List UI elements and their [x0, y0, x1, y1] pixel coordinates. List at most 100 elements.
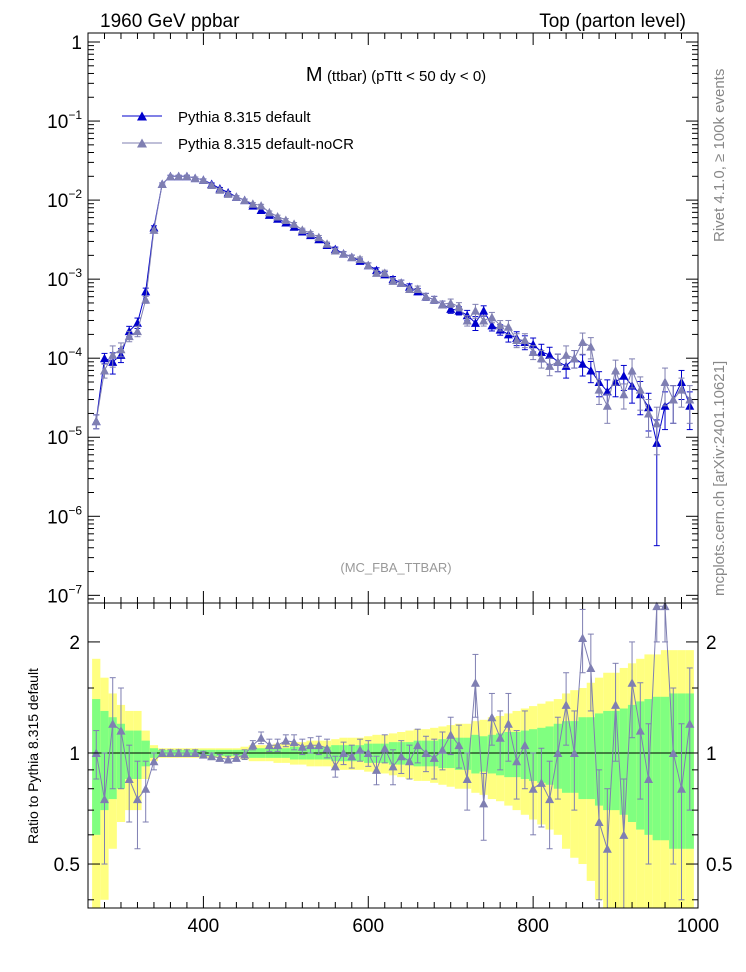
- nocr-series-point: [404, 284, 414, 294]
- nocr-series-point: [652, 418, 662, 428]
- default-series-point: [586, 365, 596, 375]
- x-tick-label: 600: [352, 916, 384, 937]
- ratio-point: [586, 663, 596, 672]
- default-series-point: [578, 359, 588, 368]
- legend: Pythia 8.315 default Pythia 8.315 defaul…: [122, 109, 354, 153]
- ratio-point: [652, 601, 662, 611]
- ratio-point: [157, 748, 167, 757]
- ratio-point: [165, 748, 175, 757]
- ratio-band-green: [660, 696, 670, 841]
- ratio-y-tick-label-right: 2: [706, 633, 717, 654]
- y-tick-label: 10−2: [47, 187, 82, 212]
- nocr-series-point: [223, 189, 233, 198]
- ratio-point: [190, 748, 200, 757]
- nocr-series-point: [174, 171, 184, 181]
- main-plot-title: M (ttbar) (pTtt < 50 dy < 0): [306, 64, 486, 86]
- nocr-series-point: [421, 292, 431, 301]
- ratio-point: [108, 719, 118, 728]
- nocr-series-point: [281, 215, 291, 225]
- ratio-point: [306, 740, 316, 750]
- ratio-y-tick-label: 0.5: [54, 855, 80, 876]
- ratio-band-green: [561, 721, 571, 793]
- nocr-series-point: [470, 306, 480, 315]
- ratio-point: [207, 751, 217, 761]
- nocr-series-point: [314, 232, 324, 242]
- ratio-y-tick-label-right: 1: [706, 744, 717, 765]
- ratio-point: [339, 748, 349, 757]
- nocr-series-point: [446, 298, 456, 307]
- ratio-point: [487, 712, 497, 722]
- nocr-series-point: [248, 199, 258, 208]
- ratio-y-tick-label: 1: [69, 744, 80, 765]
- ratio-point: [470, 678, 480, 687]
- y-tick-label: 10−6: [47, 503, 82, 528]
- ratio-y-tick-label-right: 0.5: [706, 855, 732, 876]
- default-series-point: [132, 318, 142, 327]
- ratio-point: [182, 748, 192, 757]
- ratio-point: [561, 700, 571, 709]
- ratio-point: [644, 774, 654, 784]
- nocr-series-point: [124, 331, 134, 341]
- mcplots-source-label: mcplots.cern.ch [arXiv:2401.10621]: [711, 361, 728, 596]
- ratio-point: [372, 765, 382, 774]
- nocr-series-point: [355, 254, 365, 263]
- ratio-point: [248, 740, 258, 750]
- ratio-point: [685, 719, 695, 728]
- ratio-point: [355, 745, 365, 754]
- nocr-series-point: [396, 278, 406, 287]
- nocr-series-point: [116, 344, 126, 354]
- ratio-point: [273, 740, 283, 750]
- ratio-band-green: [578, 717, 587, 800]
- nocr-series-point: [306, 228, 316, 238]
- y-tick-label: 1: [71, 33, 82, 54]
- nocr-series-point: [215, 185, 225, 194]
- nocr-series-point: [198, 175, 208, 184]
- ratio-point: [174, 748, 184, 757]
- nocr-series-point: [619, 389, 629, 399]
- nocr-series-point: [454, 302, 464, 311]
- nocr-series-point: [165, 171, 175, 181]
- y-tick-label: 10−5: [47, 424, 82, 449]
- ratio-point: [141, 784, 151, 793]
- nocr-series-line: [95, 175, 691, 425]
- ratio-point: [289, 737, 299, 747]
- nocr-series-point: [553, 357, 563, 366]
- ratio-point: [512, 756, 522, 766]
- nocr-series-point: [479, 315, 489, 325]
- ratio-point: [132, 794, 142, 804]
- header-left: 1960 GeV ppbar: [100, 11, 240, 32]
- ratio-point: [223, 755, 233, 764]
- nocr-series-point: [347, 252, 357, 262]
- analysis-name: (MC_FBA_TTBAR): [340, 560, 451, 575]
- nocr-series-point: [503, 322, 513, 331]
- nocr-series-point: [644, 408, 654, 418]
- rivet-version-label: Rivet 4.1.0, ≥ 100k events: [711, 69, 728, 242]
- ratio-band-green: [594, 713, 604, 806]
- ratio-point: [215, 753, 225, 762]
- nocr-series-point: [363, 260, 373, 270]
- nocr-series-point: [602, 401, 612, 410]
- nocr-series-point: [660, 377, 670, 386]
- ratio-point: [446, 730, 456, 739]
- nocr-series-point: [495, 320, 505, 330]
- nocr-series-point: [437, 299, 447, 309]
- y-tick-label: 10−7: [47, 582, 82, 607]
- nocr-series-point: [512, 335, 522, 344]
- ratio-point: [627, 678, 637, 687]
- nocr-series-point: [297, 225, 307, 234]
- ratio-point: [668, 748, 678, 757]
- ratio-point: [569, 748, 579, 757]
- nocr-series-point: [462, 315, 472, 325]
- ratio-band-green: [652, 696, 661, 841]
- nocr-series-point: [207, 180, 217, 190]
- default-series-point: [141, 286, 151, 296]
- ratio-band-green: [479, 736, 488, 772]
- ratio-band-green: [545, 726, 554, 785]
- x-tick-label: 800: [517, 916, 549, 937]
- nocr-series-point: [264, 207, 274, 217]
- nocr-series-point: [520, 335, 530, 344]
- ratio-point: [240, 750, 250, 759]
- default-series-point: [545, 350, 555, 359]
- nocr-series-point: [231, 192, 241, 201]
- nocr-series-point: [339, 249, 349, 258]
